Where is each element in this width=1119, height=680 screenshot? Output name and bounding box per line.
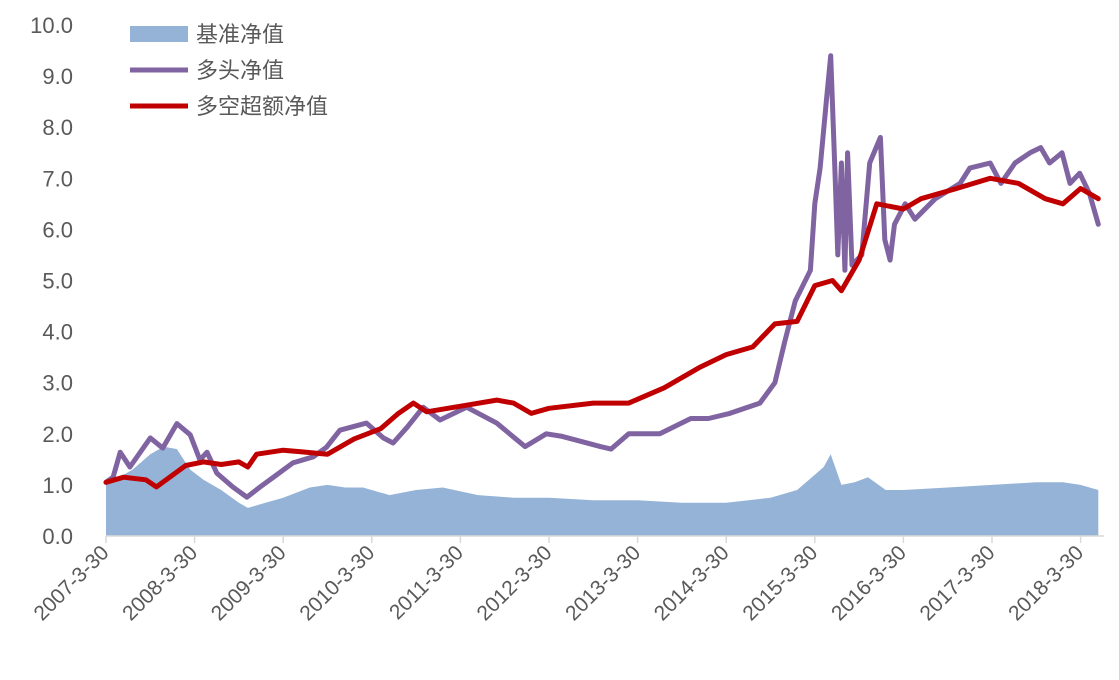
x-tick-label: 2007-3-30 <box>30 541 114 625</box>
series-line-long <box>103 53 1101 500</box>
y-tick-label: 3.0 <box>42 371 73 396</box>
y-tick-label: 4.0 <box>42 320 73 345</box>
x-tick-label: 2012-3-30 <box>473 541 557 625</box>
legend-label: 多头净值 <box>196 58 284 83</box>
y-tick-label: 6.0 <box>42 217 73 242</box>
x-tick-label: 2009-3-30 <box>207 541 291 625</box>
series-area-benchmark <box>106 446 1099 536</box>
y-tick-label: 10.0 <box>30 13 73 38</box>
x-tick-label: 2018-3-30 <box>1004 541 1088 625</box>
x-tick-label: 2013-3-30 <box>561 541 645 625</box>
y-tick-label: 7.0 <box>42 166 73 191</box>
legend-label: 多空超额净值 <box>196 94 328 119</box>
x-tick-label: 2017-3-30 <box>916 541 1000 625</box>
series-line-long-short <box>103 175 1101 490</box>
x-tick-label: 2014-3-30 <box>650 541 734 625</box>
y-tick-label: 2.0 <box>42 422 73 447</box>
legend-swatch-benchmark <box>130 26 188 42</box>
y-tick-label: 8.0 <box>42 115 73 140</box>
y-tick-label: 9.0 <box>42 64 73 89</box>
x-tick-label: 2011-3-30 <box>385 541 468 624</box>
legend-label: 基准净值 <box>196 22 284 47</box>
y-tick-label: 1.0 <box>42 473 73 498</box>
y-tick-label: 0.0 <box>42 524 73 549</box>
x-tick-label: 2008-3-30 <box>118 541 202 625</box>
x-tick-label: 2010-3-30 <box>295 541 379 625</box>
x-tick-label: 2015-3-30 <box>738 541 822 625</box>
y-tick-label: 5.0 <box>42 269 73 294</box>
x-tick-label: 2016-3-30 <box>827 541 911 625</box>
